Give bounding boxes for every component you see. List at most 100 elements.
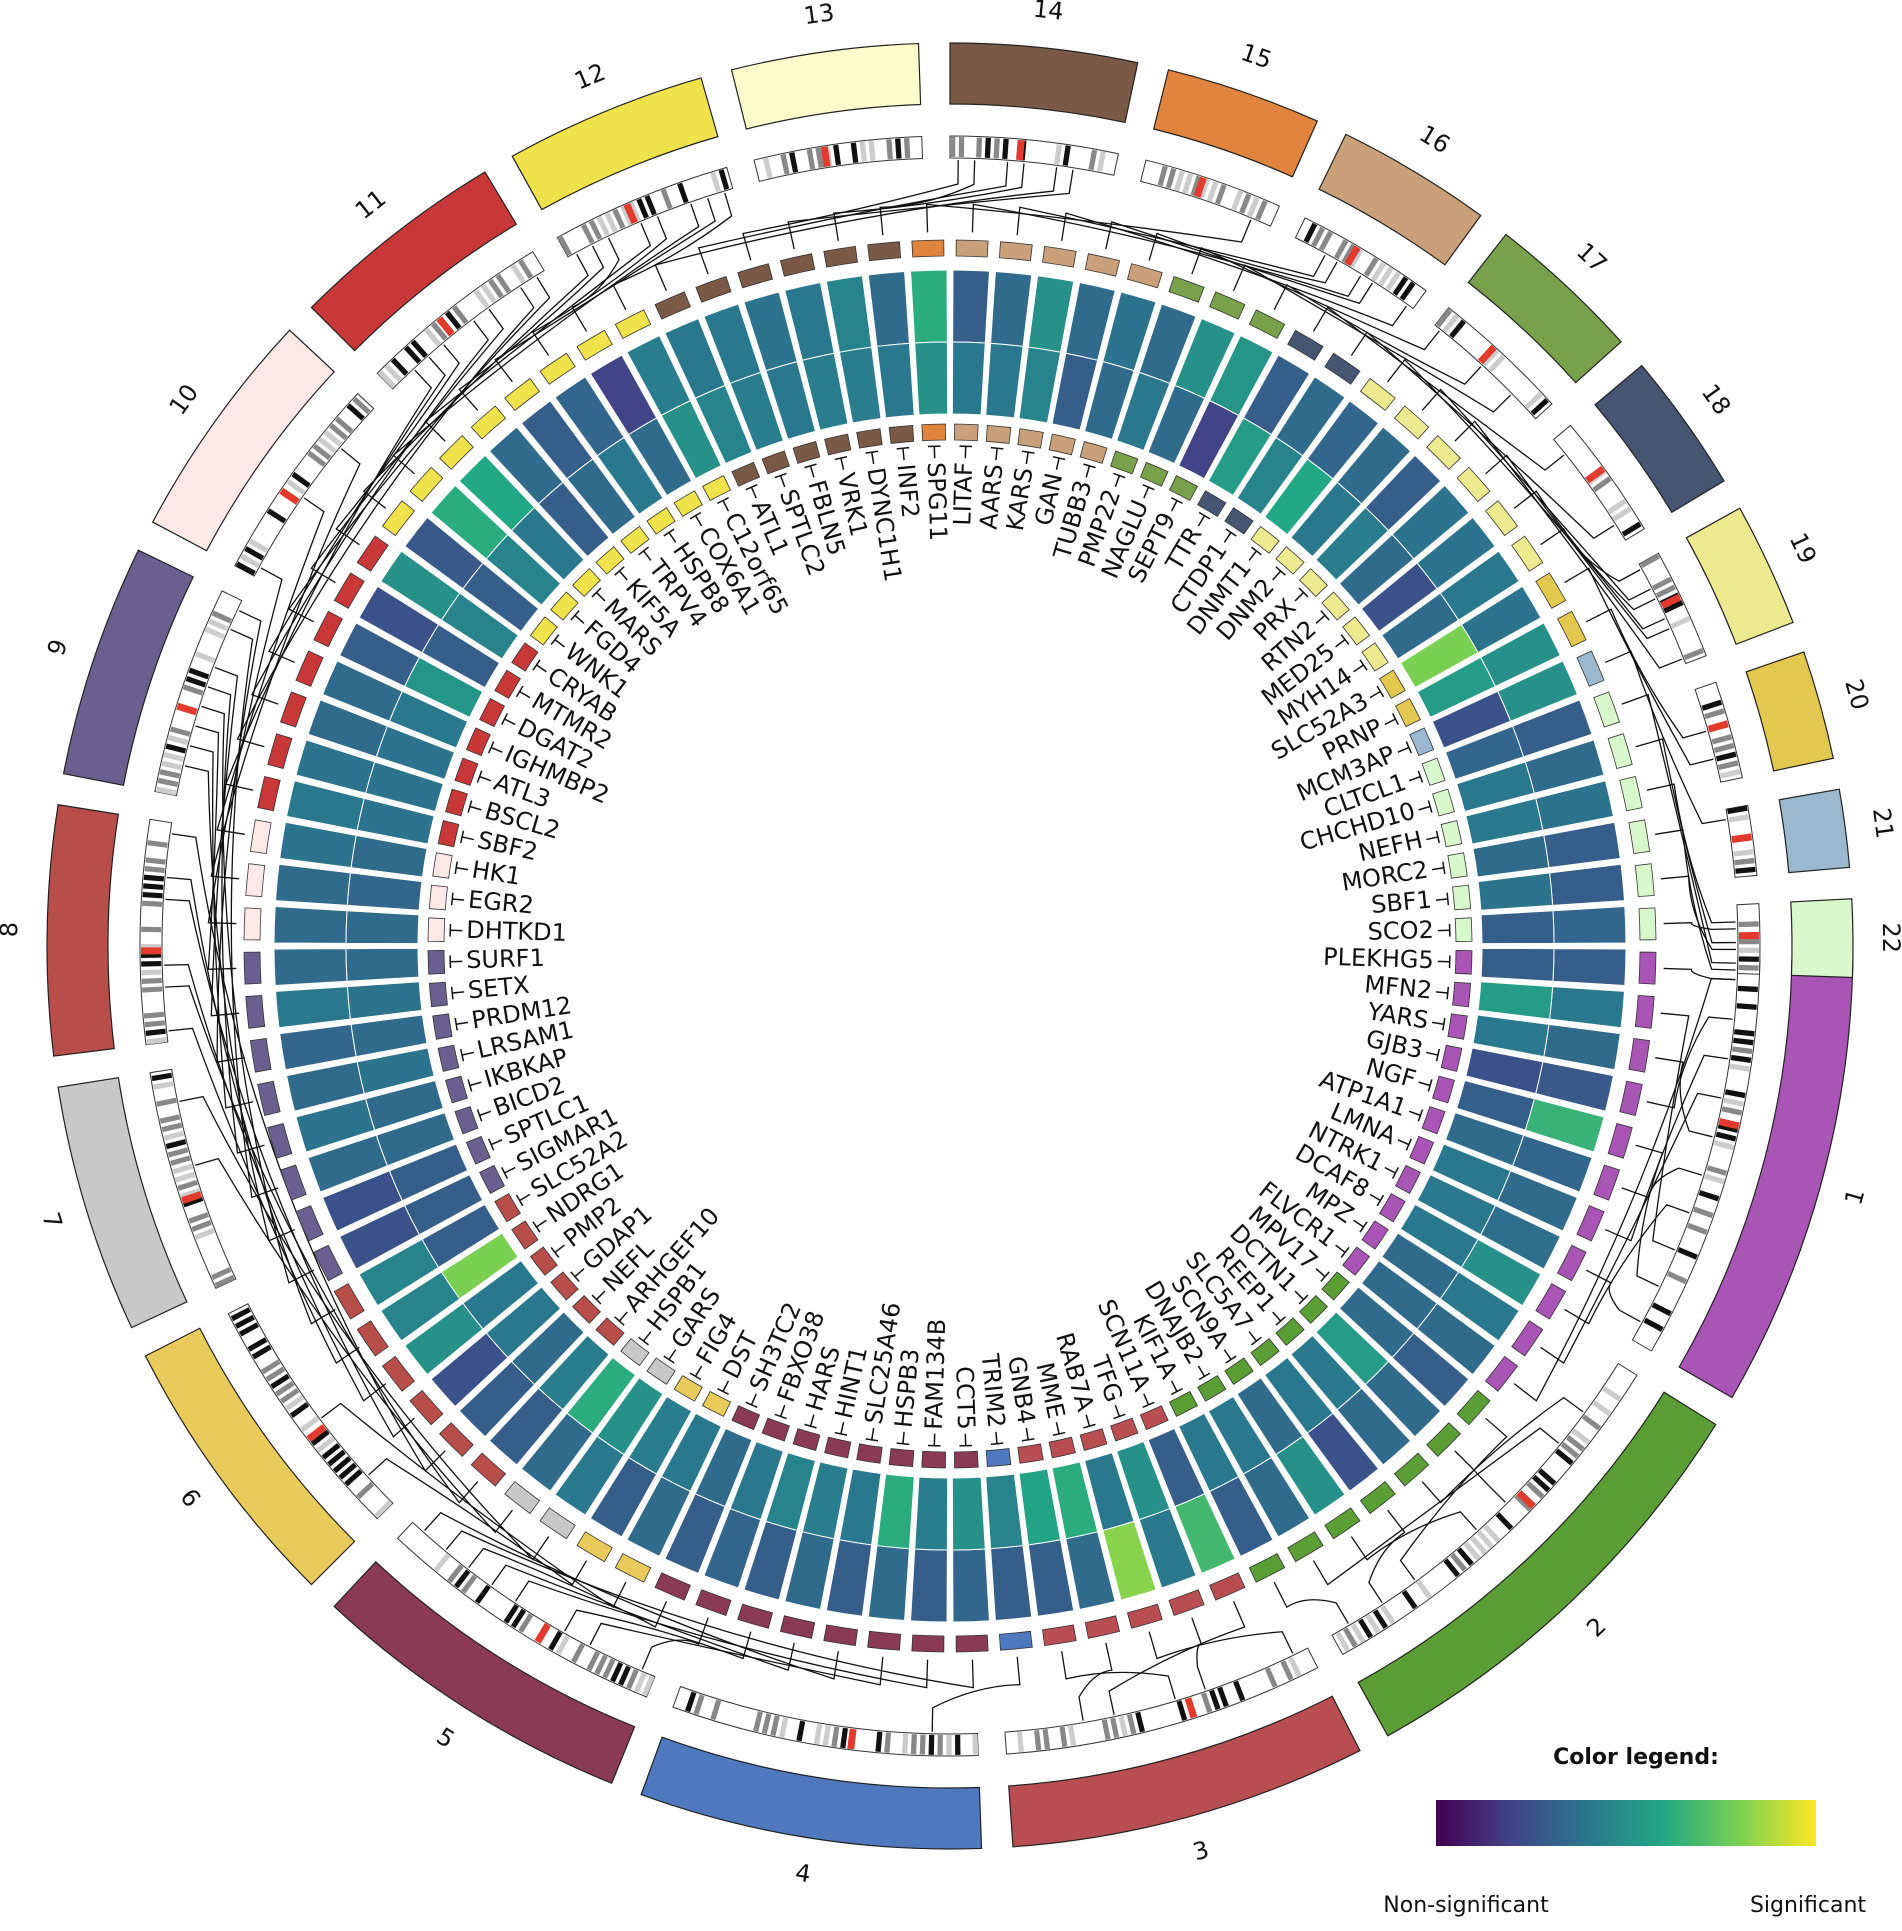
- chromosome-square: [410, 467, 443, 501]
- centromere: [141, 947, 161, 954]
- label-tick: [695, 516, 701, 526]
- chromosome-square: [495, 670, 521, 698]
- label-tick: [751, 1394, 756, 1405]
- chromosome-square: [1512, 536, 1543, 571]
- label-tick: [1447, 893, 1448, 906]
- chromosome-square: [1111, 1418, 1138, 1441]
- gene-label: EGR2: [467, 886, 535, 920]
- chromosome-label: 7: [36, 1209, 67, 1232]
- label-tick: [841, 458, 844, 470]
- label-tick: [996, 1432, 997, 1444]
- chromosome-label: 22: [1877, 922, 1902, 953]
- label-tick: [723, 500, 728, 511]
- ideogram-band: [946, 1735, 951, 1755]
- heat-cell: [1478, 982, 1553, 1019]
- heat-cell: [1553, 907, 1626, 944]
- chromosome-label: 4: [793, 1858, 812, 1888]
- label-tick: [1336, 1245, 1345, 1252]
- chromosome-square: [505, 1482, 540, 1514]
- chromosome-square: [296, 651, 323, 686]
- chromosome-square: [357, 1321, 388, 1356]
- label-tick: [1086, 466, 1089, 478]
- label-tick: [455, 1018, 457, 1030]
- chromosome-square: [428, 918, 445, 942]
- chromosome-square: [1486, 1356, 1518, 1391]
- label-tick: [1199, 512, 1210, 518]
- chromosome-square: [258, 776, 280, 810]
- chromosome-square: [244, 908, 261, 940]
- chromosome-square: [956, 1635, 988, 1652]
- label-tick: [520, 1194, 530, 1200]
- label-tick: [639, 1337, 649, 1345]
- label-tick: [452, 992, 464, 993]
- chromosome-square: [410, 1390, 443, 1424]
- chromosome-square: [1210, 1573, 1245, 1600]
- chromosome-square: [1049, 1437, 1075, 1458]
- heat-cell: [280, 822, 356, 867]
- heat-cell: [346, 911, 419, 944]
- chromosome-square: [1629, 820, 1650, 854]
- heat-cell: [868, 272, 909, 347]
- chromosome-square: [986, 1449, 1011, 1467]
- chromosome-block: [47, 805, 118, 1056]
- chromosome-label: 9: [42, 636, 73, 659]
- chromosome-square: [438, 821, 459, 847]
- label-tick: [551, 1247, 559, 1257]
- label-tick: [502, 713, 508, 724]
- chromosome-square: [954, 424, 978, 441]
- legend-gradient: [1436, 1800, 1816, 1846]
- label-tick: [717, 498, 728, 504]
- chromosome-square: [505, 379, 540, 411]
- label-tick: [452, 987, 453, 1000]
- gene-label: SBF1: [1370, 886, 1433, 920]
- ideogram-band: [976, 137, 982, 157]
- chromosome-square: [1288, 1532, 1323, 1562]
- label-tick: [480, 1111, 491, 1115]
- label-tick: [1426, 1052, 1438, 1055]
- label-tick: [811, 466, 814, 478]
- label-tick: [1022, 451, 1034, 453]
- heat-cell: [986, 1474, 1023, 1549]
- chromosome-block: [1791, 899, 1853, 978]
- ideogram-band: [920, 1734, 926, 1754]
- label-tick: [536, 1220, 546, 1227]
- label-tick: [1432, 868, 1444, 870]
- chromosome-square: [1080, 1429, 1107, 1451]
- label-tick: [991, 1443, 1004, 1444]
- chromosome-square: [738, 1604, 773, 1628]
- ideogram-band: [929, 1735, 935, 1755]
- chromosome-square: [577, 1532, 612, 1562]
- chromosome-square: [1042, 1625, 1076, 1646]
- chromosome-square: [696, 1590, 731, 1616]
- ideogram-band: [1739, 939, 1759, 944]
- label-tick: [462, 837, 474, 840]
- label-tick: [1447, 987, 1448, 1000]
- label-tick: [1354, 1220, 1364, 1227]
- label-tick: [1144, 487, 1149, 498]
- label-tick: [1385, 1168, 1396, 1173]
- chromosome-square: [1422, 1107, 1445, 1134]
- chromosome-square: [1410, 728, 1434, 756]
- label-tick: [452, 899, 464, 900]
- label-tick: [1443, 862, 1445, 874]
- ideogram-band: [955, 1735, 960, 1755]
- chromosome-block: [1154, 70, 1318, 177]
- label-tick: [1056, 458, 1059, 470]
- chromosome-square: [268, 1123, 292, 1158]
- link: [195, 726, 236, 969]
- link: [1274, 1582, 1348, 1623]
- chromosome-square: [889, 1449, 914, 1467]
- gene-label: DHTKD1: [466, 916, 568, 947]
- chromosome-square: [383, 1356, 415, 1391]
- label-tick: [1226, 529, 1236, 536]
- label-tick: [555, 640, 564, 647]
- chromosome-label: 10: [164, 379, 205, 420]
- label-tick: [1398, 747, 1409, 752]
- label-tick: [1056, 1422, 1059, 1434]
- heat-cell: [911, 270, 948, 343]
- chromosome-square: [480, 699, 505, 727]
- label-tick: [533, 660, 540, 670]
- label-tick: [723, 1381, 728, 1392]
- label-tick: [1224, 1350, 1231, 1360]
- label-tick: [1026, 1428, 1028, 1440]
